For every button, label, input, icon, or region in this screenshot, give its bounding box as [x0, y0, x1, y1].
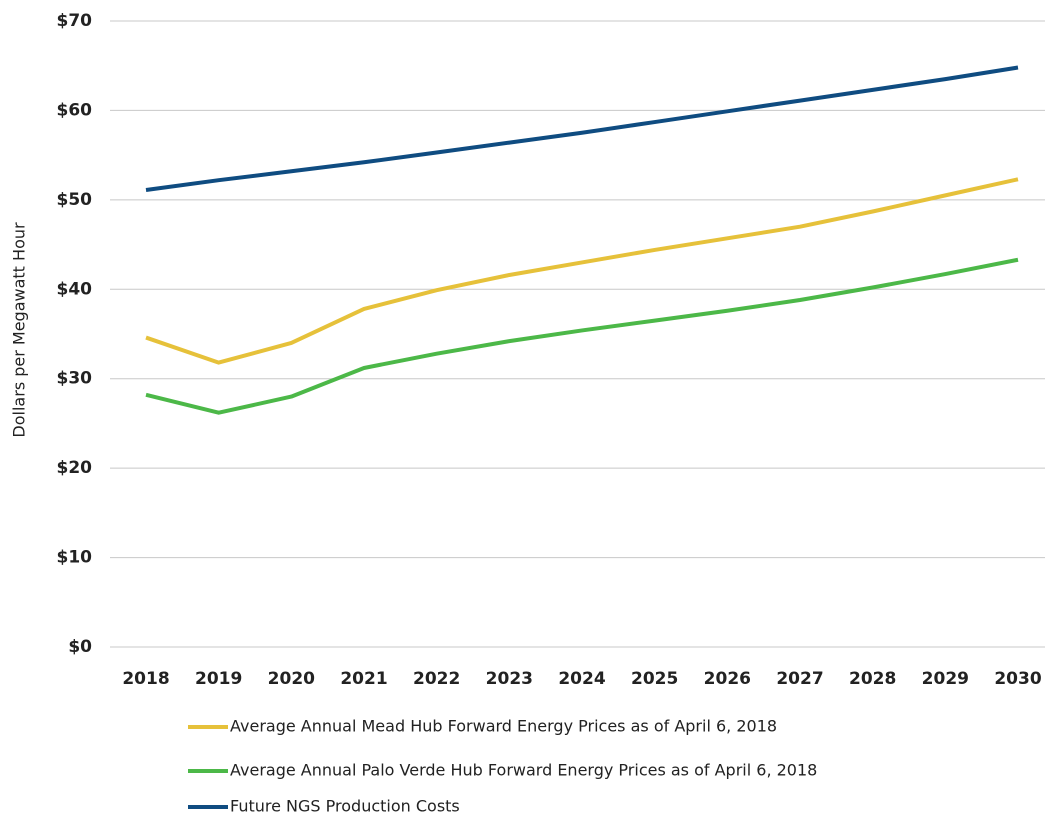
y-tick-label: $20 [57, 458, 93, 478]
legend-label: Average Annual Mead Hub Forward Energy P… [230, 717, 777, 736]
y-tick-label: $40 [57, 279, 93, 299]
x-tick-label: 2021 [340, 669, 387, 689]
x-tick-label: 2026 [704, 669, 751, 689]
x-tick-label: 2020 [268, 669, 315, 689]
legend-label: Average Annual Palo Verde Hub Forward En… [230, 761, 817, 780]
y-tick-label: $0 [68, 637, 92, 657]
y-tick-label: $60 [57, 100, 93, 120]
series-line [145, 65, 1019, 193]
x-tick-label: 2019 [195, 669, 242, 689]
legend-label: Future NGS Production Costs [230, 797, 460, 816]
series-line [145, 177, 1019, 365]
x-tick-label: 2023 [486, 669, 533, 689]
x-tick-label: 2024 [558, 669, 605, 689]
y-tick-label: $10 [57, 548, 93, 568]
x-tick-label: 2018 [122, 669, 169, 689]
x-tick-label: 2027 [776, 669, 823, 689]
y-tick-label: $50 [57, 190, 93, 210]
x-tick-label: 2030 [994, 669, 1041, 689]
series-line [145, 257, 1019, 415]
x-tick-label: 2025 [631, 669, 678, 689]
x-tick-label: 2028 [849, 669, 896, 689]
y-axis-label: Dollars per Megawatt Hour [10, 222, 29, 438]
y-tick-label: $70 [57, 11, 93, 31]
y-tick-label: $30 [57, 369, 93, 389]
x-tick-label: 2022 [413, 669, 460, 689]
x-tick-label: 2029 [922, 669, 969, 689]
